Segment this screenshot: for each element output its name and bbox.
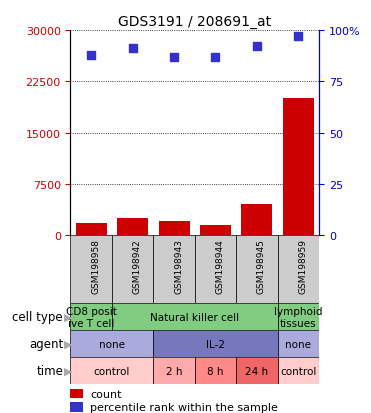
Bar	[236, 235, 278, 304]
Bar	[242, 205, 272, 235]
Bar	[76, 223, 107, 235]
Bar	[283, 99, 314, 235]
Bar	[195, 357, 236, 384]
Text: GSM198959: GSM198959	[298, 239, 307, 294]
Bar	[112, 235, 153, 304]
Bar	[70, 402, 83, 412]
Text: GSM198942: GSM198942	[132, 239, 142, 293]
Text: GSM198944: GSM198944	[216, 239, 224, 293]
Text: count: count	[91, 389, 122, 399]
Text: control: control	[280, 366, 316, 376]
Text: cell type: cell type	[13, 311, 63, 323]
Text: GSM198958: GSM198958	[91, 239, 100, 294]
Bar	[70, 330, 153, 357]
Point	[129, 46, 135, 53]
Point	[88, 52, 94, 59]
Point	[295, 34, 301, 40]
Bar	[117, 218, 148, 235]
Text: 8 h: 8 h	[207, 366, 224, 376]
Text: ▶: ▶	[65, 312, 73, 322]
Bar	[200, 225, 231, 235]
Bar	[278, 304, 319, 330]
Text: control: control	[94, 366, 130, 376]
Bar	[278, 357, 319, 384]
Text: time: time	[36, 364, 63, 377]
Bar	[153, 357, 195, 384]
Bar	[153, 235, 195, 304]
Bar	[70, 389, 83, 398]
Text: percentile rank within the sample: percentile rank within the sample	[91, 402, 278, 412]
Point	[254, 44, 260, 51]
Bar	[153, 330, 278, 357]
Bar	[278, 330, 319, 357]
Title: GDS3191 / 208691_at: GDS3191 / 208691_at	[118, 14, 271, 28]
Bar	[195, 235, 236, 304]
Text: Natural killer cell: Natural killer cell	[150, 312, 239, 322]
Bar	[278, 235, 319, 304]
Text: none: none	[99, 339, 125, 349]
Text: ▶: ▶	[65, 339, 73, 349]
Bar	[70, 357, 153, 384]
Text: lymphoid
tissues: lymphoid tissues	[274, 306, 323, 328]
Point	[213, 54, 219, 61]
Text: none: none	[285, 339, 311, 349]
Text: GSM198943: GSM198943	[174, 239, 183, 294]
Bar	[158, 221, 190, 235]
Bar	[112, 304, 278, 330]
Bar	[70, 304, 112, 330]
Text: ▶: ▶	[65, 366, 73, 376]
Point	[171, 54, 177, 61]
Text: 24 h: 24 h	[245, 366, 269, 376]
Bar	[236, 357, 278, 384]
Text: CD8 posit
ive T cell: CD8 posit ive T cell	[66, 306, 116, 328]
Text: IL-2: IL-2	[206, 339, 225, 349]
Bar	[70, 235, 112, 304]
Text: agent: agent	[29, 337, 63, 350]
Text: 2 h: 2 h	[166, 366, 182, 376]
Text: GSM198945: GSM198945	[257, 239, 266, 294]
